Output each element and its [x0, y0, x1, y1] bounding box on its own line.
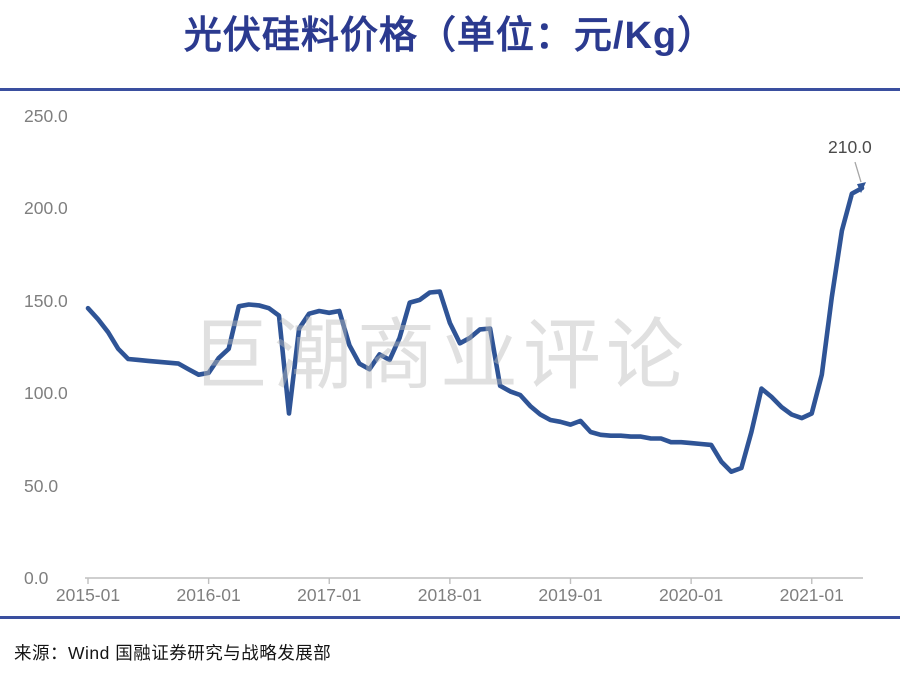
- y-axis-tick-label: 150.0: [24, 290, 68, 311]
- x-axis-tick-label: 2019-01: [538, 585, 603, 605]
- y-axis-tick-label: 200.0: [24, 198, 68, 219]
- annotation-leader-line: [854, 161, 862, 183]
- x-axis-tick-label: 2021-01: [779, 585, 844, 605]
- x-axis-tick-label: 2016-01: [176, 585, 241, 605]
- y-axis-tick-label: 250.0: [24, 106, 68, 126]
- bottom-separator: [0, 616, 900, 619]
- chart-title: 光伏硅料价格（单位：元/Kg）: [183, 15, 717, 57]
- chart-area: 0.0 50.0 100.0 150.0 200.0 250.0 2015-01 2016-…: [24, 106, 872, 605]
- top-separator: [0, 88, 900, 91]
- price-line-series: [85, 185, 865, 475]
- x-axis-tick-label: 2018-01: [417, 585, 482, 605]
- x-axis-tick-label: 2015-01: [55, 585, 121, 605]
- x-axis-tick-label: 2020-01: [658, 585, 724, 605]
- y-axis-tick-label: 0.0: [24, 568, 49, 588]
- line-end-arrow-icon: [857, 182, 866, 194]
- x-axis-ticks: [87, 578, 813, 584]
- y-axis-tick-label: 100.0: [24, 383, 68, 404]
- chart-svg: [85, 161, 866, 584]
- peak-value-label: 210.0: [828, 137, 872, 157]
- source-note: 来源：Wind 国融证券研究与战略发展部: [14, 643, 332, 663]
- y-axis-tick-label: 50.0: [24, 475, 59, 496]
- x-axis-tick-label: 2017-01: [297, 585, 362, 605]
